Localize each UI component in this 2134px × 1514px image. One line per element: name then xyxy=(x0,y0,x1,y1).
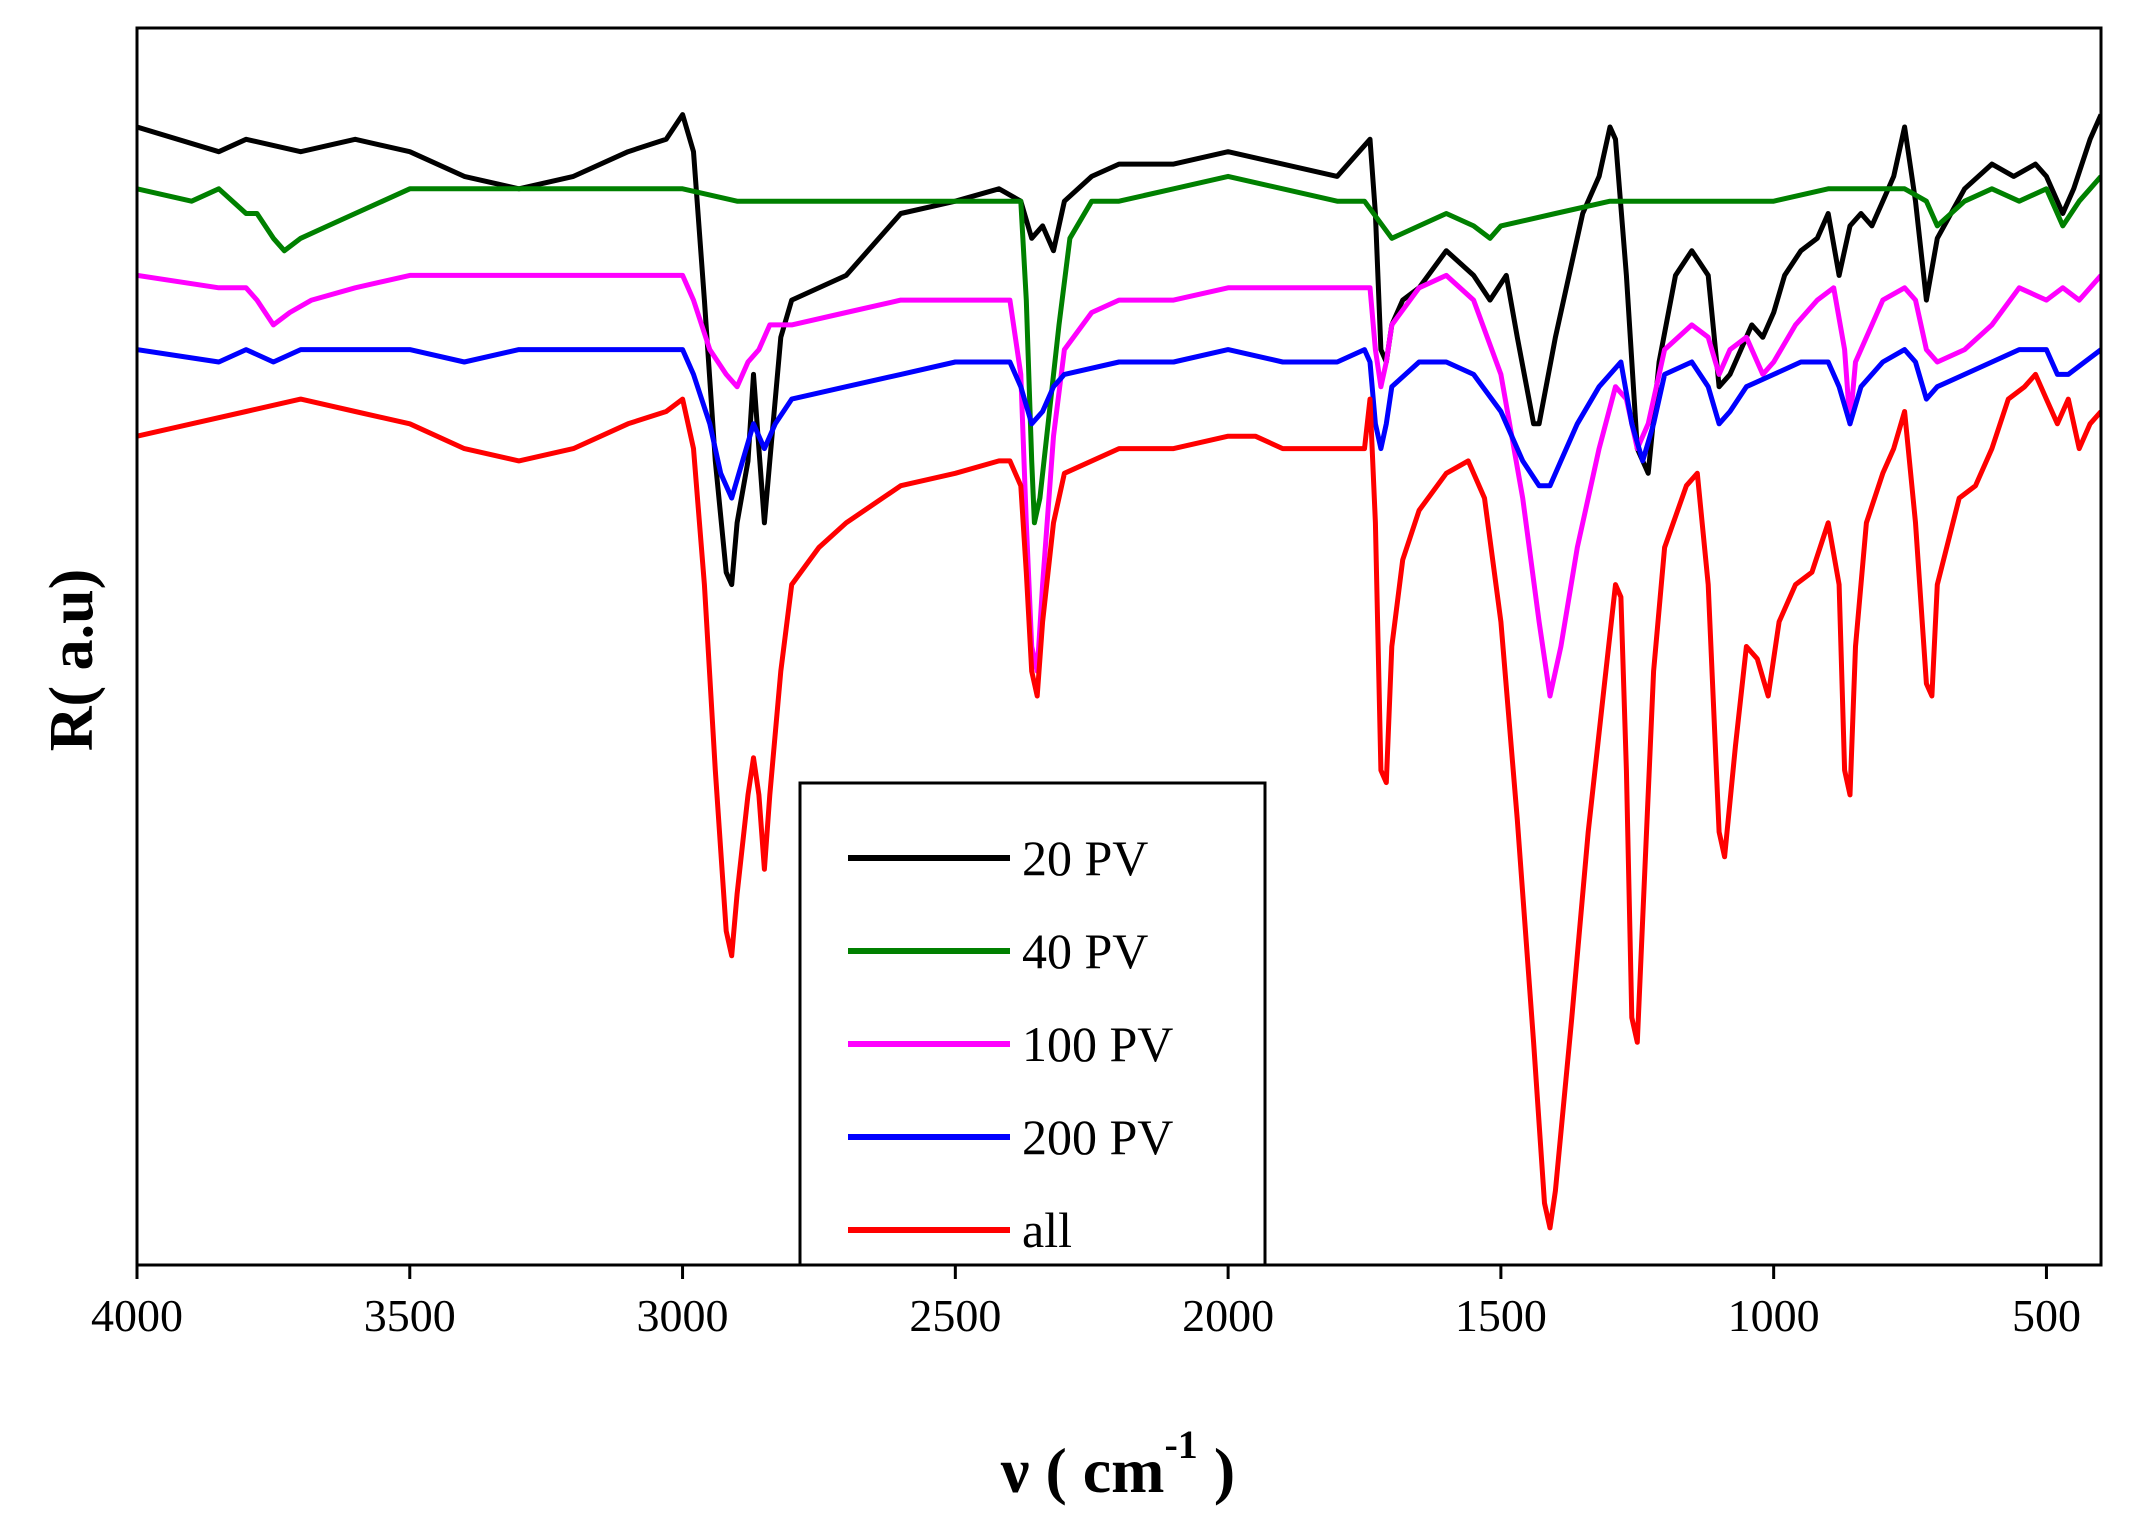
series-layer xyxy=(137,112,2101,1231)
legend-label: 40 PV xyxy=(1022,923,1148,979)
x-axis-label-close: ) xyxy=(1198,1435,1235,1506)
x-tick-label: 3500 xyxy=(364,1290,456,1341)
legend-label: 20 PV xyxy=(1022,830,1148,886)
legend-items: 20 PV 40 PV 100 PV 200 PV all xyxy=(848,830,1173,1258)
legend-label: 200 PV xyxy=(1022,1109,1173,1165)
x-tick-label: 3000 xyxy=(637,1290,729,1341)
legend-label: 100 PV xyxy=(1022,1016,1173,1072)
y-axis-label: R( a.u) xyxy=(38,569,106,752)
series-line-20-pv xyxy=(137,112,2101,588)
x-tick-label: 2500 xyxy=(909,1290,1001,1341)
y-axis-title: R( a.u) xyxy=(38,569,106,752)
series-line-200-pv xyxy=(137,347,2101,501)
x-tick-label: 500 xyxy=(2012,1290,2081,1341)
x-axis-ticks: 4000 3500 3000 2500 2000 1500 1000 500 xyxy=(91,1265,2081,1341)
x-axis-superscript: -1 xyxy=(1164,1422,1197,1467)
legend-box xyxy=(798,781,1267,1267)
legend-label: all xyxy=(1022,1202,1072,1258)
legend: 20 PV 40 PV 100 PV 200 PV all xyxy=(798,781,1267,1267)
x-axis-title: ν ( cm-1 ) xyxy=(1000,1422,1235,1506)
plot-area xyxy=(137,112,2101,1231)
x-tick-label: 1500 xyxy=(1455,1290,1547,1341)
x-tick-label: 2000 xyxy=(1182,1290,1274,1341)
x-tick-label: 4000 xyxy=(91,1290,183,1341)
x-tick-label: 1000 xyxy=(1728,1290,1820,1341)
x-axis-label: ν ( cm xyxy=(1000,1435,1165,1506)
series-line-all xyxy=(137,371,2101,1231)
series-line-40-pv xyxy=(137,173,2101,526)
